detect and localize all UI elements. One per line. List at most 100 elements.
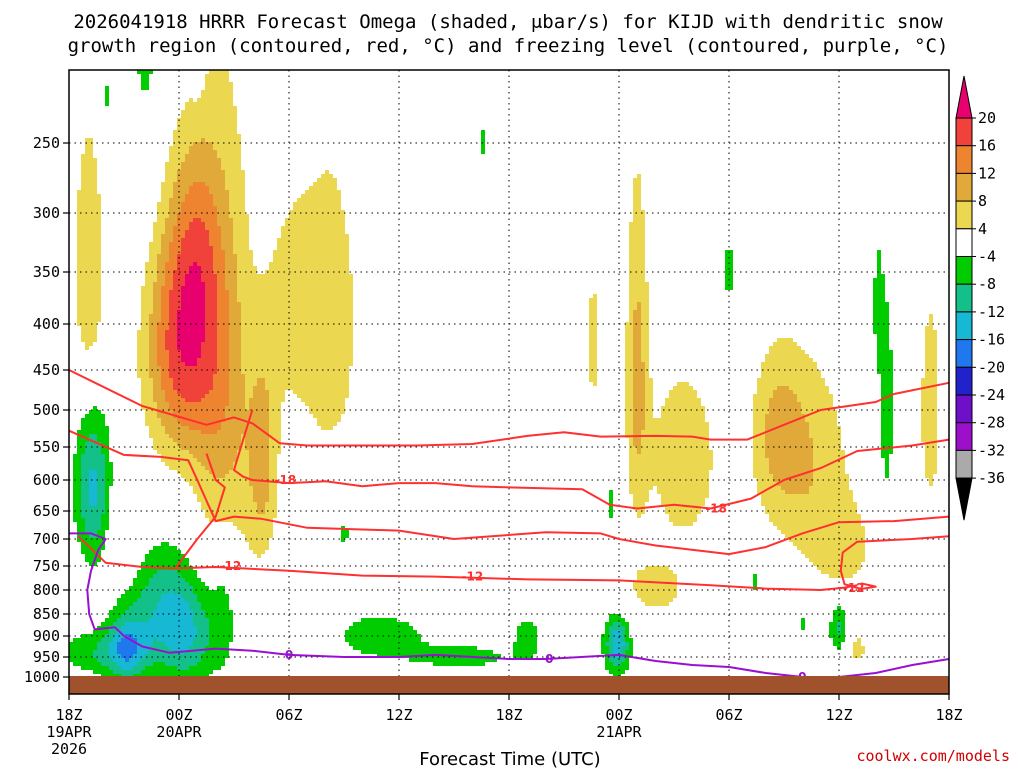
- colorbar-label: 16: [978, 137, 996, 155]
- omega-cell: [229, 382, 245, 386]
- omega-cell: [169, 370, 217, 374]
- omega-cell: [225, 170, 245, 174]
- omega-cell: [173, 382, 213, 386]
- omega-cell: [229, 366, 241, 370]
- omega-cell: [165, 394, 181, 398]
- omega-cell: [625, 394, 633, 398]
- omega-cell: [625, 626, 629, 630]
- omega-cell: [89, 482, 97, 486]
- omega-cell: [165, 230, 173, 234]
- omega-cell: [193, 262, 197, 266]
- omega-cell: [645, 418, 705, 422]
- chart-title-line-1: 2026041918 HRRR Forecast Omega (shaded, …: [73, 11, 943, 33]
- omega-cell: [621, 622, 629, 626]
- x-tick-label: 2026: [51, 740, 87, 758]
- omega-cell: [149, 326, 157, 330]
- omega-cell: [133, 578, 149, 582]
- omega-cell: [641, 306, 649, 310]
- omega-cell: [201, 274, 217, 278]
- omega-cell: [345, 638, 421, 642]
- omega-cell: [265, 382, 349, 386]
- omega-cell: [725, 282, 733, 286]
- omega-cell: [77, 286, 101, 290]
- omega-cell: [805, 414, 837, 418]
- omega-cell: [921, 386, 937, 390]
- omega-cell: [241, 446, 245, 450]
- omega-cell: [801, 406, 833, 410]
- omega-cell: [217, 222, 233, 226]
- omega-cell: [169, 306, 181, 310]
- omega-cell: [197, 494, 253, 498]
- omega-cell: [201, 658, 225, 662]
- omega-cell: [201, 342, 217, 346]
- omega-cell: [245, 390, 253, 394]
- omega-cell: [645, 402, 653, 406]
- omega-cell: [109, 650, 117, 654]
- omega-cell: [881, 450, 893, 454]
- omega-cell: [925, 330, 937, 334]
- omega-cell: [141, 658, 201, 662]
- omega-cell: [81, 458, 105, 462]
- omega-cell: [209, 70, 229, 74]
- omega-cell: [169, 158, 185, 162]
- omega-cell: [305, 190, 341, 194]
- omega-cell: [873, 310, 889, 314]
- omega-cell: [613, 650, 621, 654]
- omega-cell: [81, 514, 101, 518]
- omega-cell: [173, 134, 241, 138]
- omega-cell: [81, 338, 97, 342]
- omega-cell: [89, 478, 97, 482]
- omega-cell: [81, 154, 93, 158]
- omega-cell: [161, 290, 169, 294]
- omega-cell: [829, 622, 837, 626]
- omega-cell: [633, 406, 645, 410]
- omega-cell: [789, 538, 865, 542]
- omega-cell: [229, 206, 245, 210]
- omega-cell: [657, 490, 709, 494]
- omega-cell: [633, 350, 641, 354]
- omega-cell: [269, 266, 349, 270]
- omega-cell: [117, 618, 149, 622]
- colorbar-label: 4: [978, 220, 987, 238]
- omega-cell: [213, 374, 229, 378]
- omega-cell: [637, 574, 677, 578]
- omega-cell: [241, 302, 353, 306]
- omega-cell: [149, 362, 157, 366]
- omega-cell: [625, 366, 633, 370]
- omega-cell: [245, 434, 269, 438]
- omega-cell: [233, 462, 249, 466]
- omega-cell: [253, 386, 265, 390]
- omega-cell: [141, 378, 153, 382]
- omega-cell: [81, 498, 89, 502]
- omega-cell: [77, 234, 101, 238]
- omega-cell: [633, 326, 641, 330]
- omega-cell: [241, 346, 353, 350]
- omega-cell: [125, 590, 141, 594]
- omega-cell: [85, 518, 101, 522]
- omega-cell: [173, 238, 181, 242]
- omega-cell: [205, 306, 217, 310]
- omega-cell: [153, 442, 177, 446]
- omega-cell: [229, 374, 245, 378]
- omega-cell: [177, 258, 213, 262]
- omega-cell: [769, 470, 813, 474]
- omega-cell: [165, 170, 177, 174]
- omega-cell: [753, 426, 765, 430]
- omega-cell: [781, 530, 865, 534]
- omega-cell: [77, 290, 101, 294]
- omega-cell: [101, 446, 109, 450]
- omega-cell: [169, 362, 185, 366]
- omega-cell: [133, 582, 149, 586]
- omega-cell: [157, 214, 169, 218]
- omega-cell: [189, 426, 221, 430]
- omega-cell: [609, 638, 613, 642]
- omega-cell: [633, 494, 649, 498]
- credit-link[interactable]: coolwx.com/models: [856, 747, 1010, 765]
- omega-cell: [169, 206, 181, 210]
- omega-cell: [661, 414, 705, 418]
- omega-cell: [645, 602, 669, 606]
- omega-cell: [621, 630, 625, 634]
- omega-cell: [633, 366, 645, 370]
- omega-cell: [873, 290, 885, 294]
- omega-cell: [73, 494, 81, 498]
